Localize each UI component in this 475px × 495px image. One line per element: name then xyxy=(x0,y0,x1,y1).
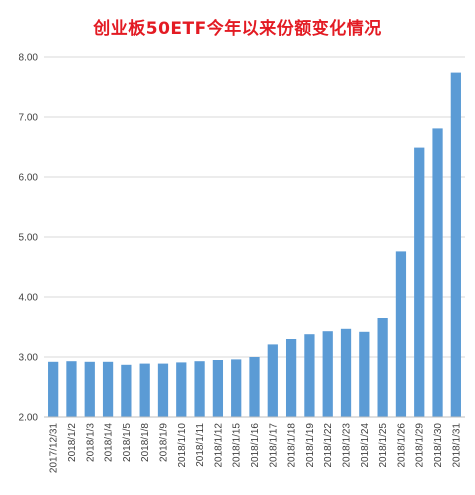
x-tick-label: 2017/12/31 xyxy=(49,423,60,473)
bar xyxy=(285,339,297,417)
x-tick-label: 2018/1/29 xyxy=(415,423,426,468)
x-tick-label: 2018/1/31 xyxy=(451,423,462,468)
x-tick-label: 2018/1/2 xyxy=(67,423,78,462)
bar xyxy=(377,318,388,417)
x-tick-label: 2018/1/22 xyxy=(323,423,334,468)
x-tick-label: 2018/1/25 xyxy=(378,423,389,468)
bars xyxy=(48,72,461,417)
bar xyxy=(176,362,187,417)
bar xyxy=(432,128,443,417)
bar xyxy=(194,361,205,417)
x-tick-label: 2018/1/19 xyxy=(305,423,316,468)
x-tick-label: 2018/1/26 xyxy=(396,423,407,468)
bar xyxy=(48,361,59,417)
bar xyxy=(212,360,224,417)
y-tick-label: 6.00 xyxy=(19,173,39,184)
bar xyxy=(231,359,242,417)
bar xyxy=(66,361,77,417)
x-tick-label: 2018/1/5 xyxy=(122,423,133,462)
bar xyxy=(414,147,425,417)
x-axis-tick-labels: 2017/12/31 2018/1/2 2018/1/3 2018/1/4 2018/1… xyxy=(49,423,463,473)
bar xyxy=(395,251,407,417)
bar xyxy=(84,361,95,417)
y-tick-label: 4.00 xyxy=(19,293,39,304)
x-tick-label: 2018/1/3 xyxy=(85,423,96,462)
x-tick-label: 2018/1/18 xyxy=(287,423,298,468)
x-tick-label: 2018/1/8 xyxy=(140,423,151,462)
y-tick-label: 7.00 xyxy=(19,113,39,124)
bar xyxy=(249,357,260,417)
x-tick-label: 2018/1/30 xyxy=(433,423,444,468)
x-tick-label: 2018/1/17 xyxy=(268,423,279,468)
bar xyxy=(340,328,352,417)
bar xyxy=(267,344,278,417)
y-tick-label: 5.00 xyxy=(19,233,39,244)
bar xyxy=(322,331,333,417)
x-tick-label: 2018/1/15 xyxy=(232,423,243,468)
bar xyxy=(304,334,315,417)
x-tick-label: 2018/1/16 xyxy=(250,423,261,468)
x-tick-label: 2018/1/9 xyxy=(158,423,169,462)
x-tick-label: 2018/1/12 xyxy=(213,423,224,468)
y-axis-tick-labels: 2.00 3.00 4.00 5.00 6.00 7.00 8.00 xyxy=(19,53,39,424)
bar xyxy=(450,72,461,417)
y-tick-label: 2.00 xyxy=(19,413,39,424)
x-tick-label: 2018/1/23 xyxy=(342,423,353,468)
chart-title: 创业板50ETF今年以来份额变化情况 xyxy=(93,19,382,39)
x-tick-label: 2018/1/24 xyxy=(360,423,371,468)
bar xyxy=(102,361,114,417)
x-tick-label: 2018/1/4 xyxy=(104,423,115,462)
bar xyxy=(121,364,132,417)
y-tick-label: 3.00 xyxy=(19,353,39,364)
y-tick-label: 8.00 xyxy=(19,53,39,64)
bar xyxy=(157,363,169,417)
bar xyxy=(139,363,150,417)
x-tick-label: 2018/1/10 xyxy=(177,423,188,468)
x-tick-label: 2018/1/11 xyxy=(195,423,206,467)
bar xyxy=(359,331,370,417)
